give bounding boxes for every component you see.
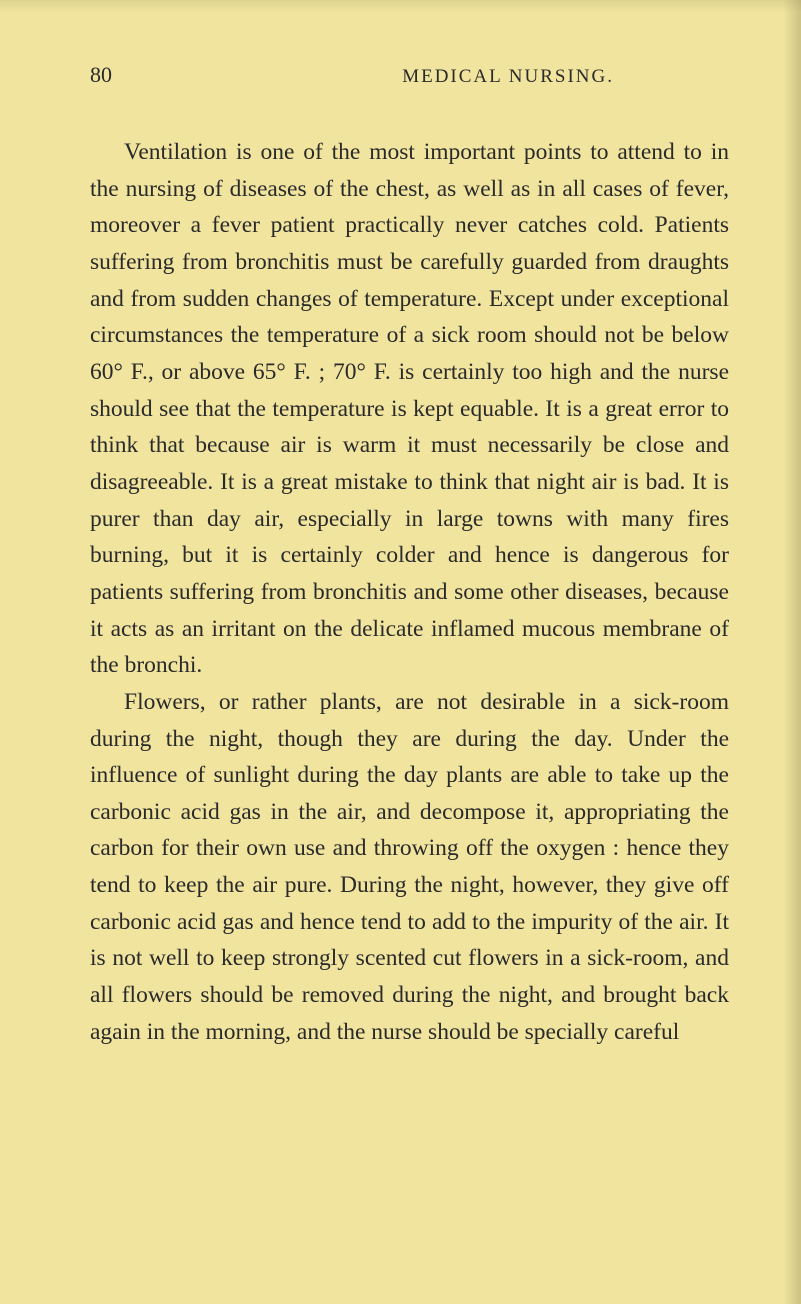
- page-header: 80 MEDICAL NURSING.: [90, 62, 729, 88]
- running-head: MEDICAL NURSING.: [402, 66, 614, 88]
- body-text: Ventilation is one of the most important…: [90, 134, 729, 1050]
- paragraph: Flowers, or rather plants, are not desir…: [90, 684, 729, 1051]
- page-number: 80: [90, 62, 112, 88]
- paragraph: Ventilation is one of the most important…: [90, 134, 729, 684]
- page-container: 80 MEDICAL NURSING. Ventilation is one o…: [0, 0, 801, 1110]
